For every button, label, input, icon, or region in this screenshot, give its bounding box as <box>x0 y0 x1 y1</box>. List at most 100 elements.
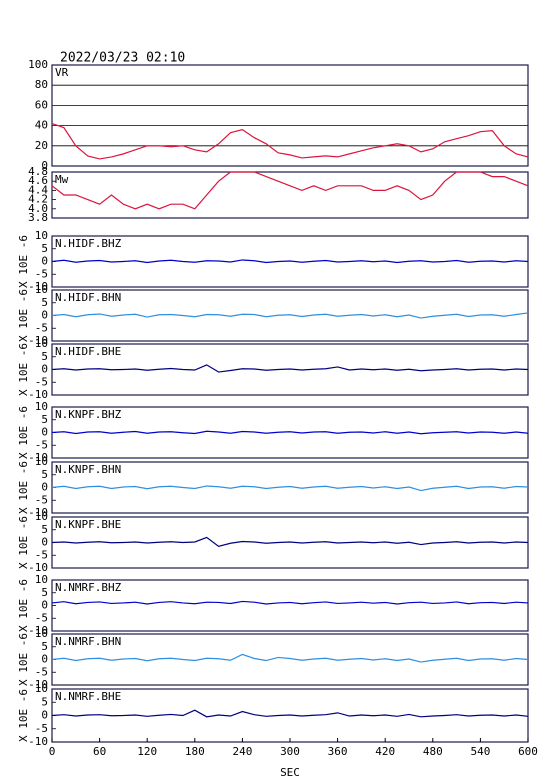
y-axis-label: X 10E -6 <box>17 633 30 686</box>
x-axis-label: SEC <box>280 766 300 779</box>
x-tick-label: 60 <box>93 745 106 758</box>
panel-label: N.NMRF.BHE <box>55 690 121 703</box>
y-tick-label: -10 <box>28 624 48 637</box>
y-tick-label: -10 <box>28 280 48 293</box>
series-line <box>51 364 529 373</box>
y-tick-label: 5 <box>41 640 48 653</box>
y-tick-label: 0 <box>41 536 48 549</box>
x-tick-label: 600 <box>518 745 538 758</box>
y-axis-label: X 10E -6 <box>17 289 30 342</box>
y-tick-label: 0 <box>41 709 48 722</box>
series-line <box>51 536 529 547</box>
series-line <box>51 600 529 605</box>
x-tick-label: 180 <box>185 745 205 758</box>
series-line <box>51 312 529 319</box>
series-line <box>51 259 529 264</box>
y-tick-label: 10 <box>35 400 48 413</box>
y-axis-label: X 10E -6 <box>17 343 30 396</box>
y-tick-label: 5 <box>41 296 48 309</box>
series-line <box>51 430 529 435</box>
series-line <box>51 485 529 492</box>
x-tick-label: 120 <box>137 745 157 758</box>
y-tick-label: 10 <box>35 337 48 350</box>
y-tick-label: -5 <box>35 722 48 735</box>
y-axis-label: X 10E -6 <box>17 235 30 288</box>
y-tick-label: 60 <box>35 98 48 111</box>
y-tick-label: -10 <box>28 678 48 691</box>
y-tick-label: 5 <box>41 523 48 536</box>
y-tick-label: -5 <box>35 665 48 678</box>
y-tick-label: 0 <box>41 481 48 494</box>
y-tick-label: 5 <box>41 350 48 363</box>
y-tick-label: 0 <box>41 255 48 268</box>
y-tick-label: -5 <box>35 493 48 506</box>
y-tick-label: 80 <box>35 78 48 91</box>
y-axis-label: X 10E -6 <box>17 516 30 569</box>
y-tick-label: -10 <box>28 334 48 347</box>
y-axis-label: X 10E -6 <box>17 461 30 514</box>
y-tick-label: 10 <box>35 627 48 640</box>
x-tick-label: 300 <box>280 745 300 758</box>
panel-label: N.HIDF.BHN <box>55 291 121 304</box>
y-tick-label: -10 <box>28 388 48 401</box>
y-tick-label: -5 <box>35 611 48 624</box>
y-tick-label: -5 <box>35 321 48 334</box>
x-tick-label: 540 <box>470 745 490 758</box>
y-tick-label: -10 <box>28 506 48 519</box>
panel-label: N.KNPF.BHZ <box>55 408 122 421</box>
panel-label: N.KNPF.BHE <box>55 518 121 531</box>
y-tick-label: 0 <box>41 599 48 612</box>
panel-label: N.HIDF.BHE <box>55 345 121 358</box>
y-tick-label: 3.8 <box>28 211 48 224</box>
y-axis-label: X 10E -6 <box>17 579 30 632</box>
y-tick-label: 10 <box>35 510 48 523</box>
y-tick-label: 10 <box>35 229 48 242</box>
y-tick-label: 20 <box>35 139 48 152</box>
x-tick-label: 360 <box>328 745 348 758</box>
y-tick-label: 4.8 <box>28 165 48 178</box>
series-line <box>51 709 529 718</box>
y-axis-label: X 10E -6 <box>17 689 30 742</box>
panel-label: N.NMRF.BHZ <box>55 581 122 594</box>
y-tick-label: 100 <box>28 58 48 71</box>
y-tick-label: 40 <box>35 119 48 132</box>
y-tick-label: 10 <box>35 682 48 695</box>
series-line <box>51 123 529 160</box>
y-tick-label: -5 <box>35 548 48 561</box>
y-tick-label: 4.2 <box>28 193 48 206</box>
y-tick-label: 5 <box>41 242 48 255</box>
y-tick-label: 0 <box>41 426 48 439</box>
y-tick-label: -5 <box>35 438 48 451</box>
panel-label: VR <box>55 66 69 79</box>
y-tick-label: 0 <box>41 309 48 322</box>
panel-label: N.NMRF.BHN <box>55 635 121 648</box>
y-tick-label: 10 <box>35 283 48 296</box>
x-tick-label: 420 <box>375 745 395 758</box>
series-line <box>51 653 529 663</box>
y-tick-label: 10 <box>35 573 48 586</box>
y-tick-label: 5 <box>41 695 48 708</box>
series-line <box>51 171 529 210</box>
y-tick-label: -10 <box>28 451 48 464</box>
y-tick-label: 0 <box>41 653 48 666</box>
panel-frame <box>51 64 529 167</box>
y-tick-label: 5 <box>41 468 48 481</box>
panel-label: N.HIDF.BHZ <box>55 237 122 250</box>
chart-title: 2022/03/23 02:10 <box>60 51 185 66</box>
y-tick-label: 10 <box>35 455 48 468</box>
y-tick-label: -5 <box>35 375 48 388</box>
y-tick-label: 0 <box>41 159 48 172</box>
panel-frame <box>51 171 529 219</box>
x-tick-label: 480 <box>423 745 443 758</box>
y-tick-label: -10 <box>28 561 48 574</box>
y-tick-label: 4.4 <box>28 183 48 196</box>
y-tick-label: 4.6 <box>28 174 48 187</box>
x-tick-label: 240 <box>232 745 252 758</box>
y-tick-label: -10 <box>28 735 48 748</box>
y-tick-label: 4.0 <box>28 202 48 215</box>
panel-label: Mw <box>55 173 69 186</box>
x-tick-label: 0 <box>49 745 56 758</box>
y-tick-label: 5 <box>41 586 48 599</box>
y-tick-label: 0 <box>41 363 48 376</box>
